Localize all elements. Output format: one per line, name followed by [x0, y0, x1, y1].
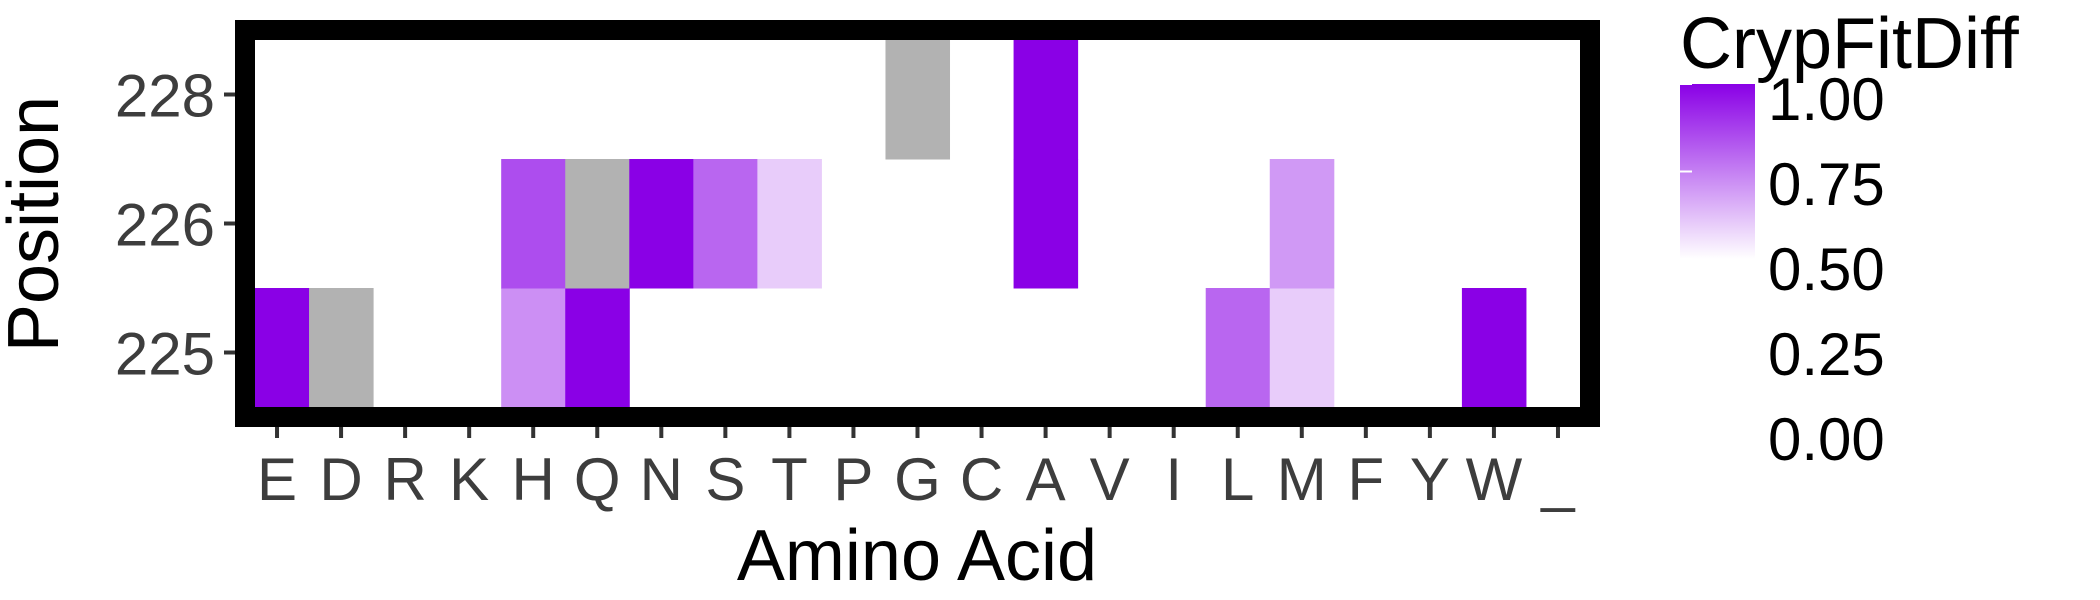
heatmap-cells	[245, 30, 1527, 418]
heatmap-cell-A-228	[1013, 30, 1079, 160]
legend-tick-label: 0.25	[1768, 321, 1885, 388]
legend-tick-label: 0.00	[1768, 406, 1885, 473]
heatmap-cell-A-226	[1013, 159, 1079, 289]
plot-panel-border	[235, 20, 1600, 427]
y-axis: 225 226 228	[115, 63, 235, 388]
x-tick-label: I	[1165, 446, 1182, 513]
x-tick-label: H	[512, 446, 555, 513]
heatmap-cell-W-225	[1461, 288, 1527, 418]
x-tick-label: N	[640, 446, 683, 513]
heatmap-cell-H-226	[501, 159, 566, 289]
legend-title: CrypFitDiff	[1680, 4, 2020, 84]
x-tick-label: C	[960, 446, 1003, 513]
x-tick-label: K	[449, 446, 489, 513]
heatmap-cell-Q-225	[565, 288, 630, 418]
legend-tick-label: 0.75	[1768, 151, 1885, 218]
heatmap-cell-M-225	[1269, 288, 1335, 418]
heatmap-cell-S-226	[693, 159, 758, 289]
legend: CrypFitDiff 1.00 0.75 0.50 0.25 0.00	[1680, 4, 2020, 473]
x-tick-label: S	[705, 446, 745, 513]
x-tick-label: M	[1277, 446, 1327, 513]
x-tick-label: Y	[1410, 446, 1450, 513]
x-tick-label: _	[1540, 446, 1576, 513]
x-axis-title: Amino Acid	[737, 516, 1097, 596]
x-tick-label: P	[833, 446, 873, 513]
x-tick-label: Q	[574, 446, 621, 513]
heatmap-cell-H-225	[501, 288, 566, 418]
x-tick-label: F	[1348, 446, 1385, 513]
x-tick-label: V	[1090, 446, 1130, 513]
legend-tick-label: 1.00	[1768, 66, 1885, 133]
x-tick-label: E	[257, 446, 297, 513]
x-tick-label: L	[1221, 446, 1254, 513]
x-tick-label: G	[894, 446, 941, 513]
heatmap-cell-M-226	[1269, 159, 1335, 289]
legend-ticks: 1.00 0.75 0.50 0.25 0.00	[1680, 66, 1885, 473]
heatmap-cell-D-225	[309, 288, 374, 418]
y-axis-title: Position	[0, 96, 74, 352]
heatmap-cell-E-225	[245, 288, 310, 418]
heatmap-cell-Q-226	[565, 159, 630, 289]
x-tick-label: A	[1026, 446, 1066, 513]
x-tick-label: D	[319, 446, 362, 513]
x-tick-label: R	[383, 446, 426, 513]
x-axis: E D R K H Q N S T P G C A V I L M F Y W _	[257, 427, 1576, 513]
heatmap-cell-L-225	[1205, 288, 1271, 418]
x-tick-label: W	[1466, 446, 1523, 513]
y-tick-label: 226	[115, 192, 215, 259]
legend-colorbar	[1680, 84, 1755, 259]
legend-tick-label: 0.50	[1768, 236, 1885, 303]
heatmap-cell-N-226	[629, 159, 694, 289]
y-tick-label: 228	[115, 63, 215, 130]
heatmap-cell-G-228	[885, 30, 951, 160]
x-tick-label: T	[771, 446, 808, 513]
heatmap-cell-T-226	[757, 159, 822, 289]
y-tick-label: 225	[115, 321, 215, 388]
